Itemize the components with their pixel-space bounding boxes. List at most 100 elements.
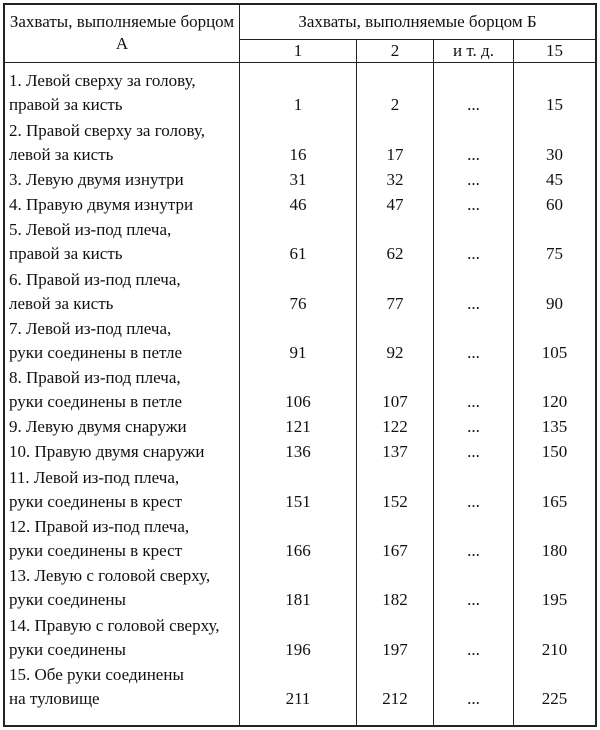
cell-value: 225 bbox=[513, 662, 597, 726]
row-label-line: 11. Левой из-под плеча, bbox=[9, 467, 180, 487]
table-body: 1. Левой сверху за голову, правой за кист… bbox=[3, 62, 597, 726]
row-label: 6. Правой из-под плеча, левой за кисть bbox=[3, 267, 240, 317]
cell-value: 47 bbox=[356, 192, 434, 218]
row-label-line: 14. Правую с головой сверху, bbox=[9, 615, 220, 635]
cell-value: 46 bbox=[239, 192, 357, 218]
row-label-line: на туловище bbox=[9, 689, 100, 708]
cell-value: 182 bbox=[356, 563, 434, 614]
cell-value: 210 bbox=[513, 613, 597, 663]
row-label: 14. Правую с головой сверху, руки соедине… bbox=[3, 613, 240, 663]
cell-value: 166 bbox=[239, 514, 357, 564]
table-row: 4. Правую двумя изнутри 46 47... 60 bbox=[3, 192, 597, 218]
row-label-line: 12. Правой из-под плеча, bbox=[9, 516, 190, 536]
row-label: 9. Левую двумя снаружи bbox=[3, 415, 240, 441]
table-row: 8. Правой из-под плеча, руки соединены в … bbox=[3, 365, 597, 416]
cell-value: 211 bbox=[239, 662, 357, 726]
cell-value: 16 bbox=[239, 118, 357, 168]
row-label-line: 5. Левой из-под плеча, bbox=[9, 220, 172, 240]
cell-value: 197 bbox=[356, 613, 434, 663]
row-label-line: 9. Левую двумя снаружи bbox=[9, 417, 187, 437]
subheader-1: 1 bbox=[239, 39, 357, 63]
cell-value: 17 bbox=[356, 118, 434, 168]
cell-value: 1 bbox=[239, 62, 357, 119]
row-label: 7. Левой из-под плеча, руки соединены в п… bbox=[3, 316, 240, 366]
cell-value: ... bbox=[433, 563, 514, 614]
cell-value: 76 bbox=[239, 267, 357, 317]
row-label: 15. Обе руки соединены на туловище bbox=[3, 662, 240, 726]
cell-value: 62 bbox=[356, 217, 434, 268]
subheader-2: 2 bbox=[356, 39, 434, 63]
cell-value: 15 bbox=[513, 62, 597, 119]
row-label-line: левой за кисть bbox=[9, 293, 114, 313]
cell-value: 212 bbox=[356, 662, 434, 726]
cell-value: 181 bbox=[239, 563, 357, 614]
row-label-line: 8. Правой из-под плеча, bbox=[9, 368, 181, 388]
subheader-row: 1 2 и т. д. 15 bbox=[4, 39, 597, 63]
cell-value: 120 bbox=[513, 365, 597, 416]
cell-value: 151 bbox=[239, 465, 357, 515]
cell-value: 61 bbox=[239, 217, 357, 268]
row-label: 12. Правой из-под плеча, руки соединены в… bbox=[3, 514, 240, 564]
table-row: 11. Левой из-под плеча, руки соединены в … bbox=[3, 465, 597, 515]
header-row: Захваты, выполняемые борцом А Захваты, в… bbox=[3, 3, 597, 63]
row-label-line: левой за кисть bbox=[9, 144, 114, 164]
row-label: 8. Правой из-под плеча, руки соединены в … bbox=[3, 365, 240, 416]
row-label-line: руки соединены bbox=[9, 639, 126, 659]
row-label-line: руки соединены в петле bbox=[9, 392, 183, 412]
table-row: 14. Правую с головой сверху, руки соедине… bbox=[3, 613, 597, 663]
cell-value: 121 bbox=[239, 415, 357, 441]
cell-value: 135 bbox=[513, 415, 597, 441]
cell-value: 122 bbox=[356, 415, 434, 441]
row-label-line: 3. Левую двумя изнутри bbox=[9, 169, 184, 189]
table-row: 3. Левую двумя изнутри 31 32... 45 bbox=[3, 167, 597, 193]
table-row: 7. Левой из-под плеча, руки соединены в п… bbox=[3, 316, 597, 366]
cell-value: ... bbox=[433, 62, 514, 119]
cell-value: 152 bbox=[356, 465, 434, 515]
row-label: 11. Левой из-под плеча, руки соединены в … bbox=[3, 465, 240, 515]
cell-value: 45 bbox=[513, 167, 597, 193]
cell-value: ... bbox=[433, 365, 514, 416]
subheader-15: 15 bbox=[513, 39, 597, 63]
cell-value: 30 bbox=[513, 118, 597, 168]
cell-value: 165 bbox=[513, 465, 597, 515]
table-row: 15. Обе руки соединены на туловище 211 212.… bbox=[3, 662, 597, 726]
cell-value: 196 bbox=[239, 613, 357, 663]
row-label-line: 10. Правую двумя снаружи bbox=[9, 442, 205, 462]
cell-value: 90 bbox=[513, 267, 597, 317]
cell-value: 150 bbox=[513, 440, 597, 466]
row-label-line: 1. Левой сверху за голову, bbox=[9, 71, 196, 91]
cell-value: 136 bbox=[239, 440, 357, 466]
table-row: 6. Правой из-под плеча, левой за кисть 76 7… bbox=[3, 267, 597, 317]
cell-value: ... bbox=[433, 514, 514, 564]
row-label-line: 15. Обе руки соединены bbox=[9, 665, 184, 684]
cell-value: 107 bbox=[356, 365, 434, 416]
cell-value: ... bbox=[433, 465, 514, 515]
row-label-line: 13. Левую с головой сверху, bbox=[9, 566, 211, 586]
cell-value: ... bbox=[433, 662, 514, 726]
cell-value: 75 bbox=[513, 217, 597, 268]
subheader-etc: и т. д. bbox=[433, 39, 514, 63]
header-wrestler-a: Захваты, выполняемые борцом А bbox=[3, 3, 240, 63]
row-label: 1. Левой сверху за голову, правой за кист… bbox=[3, 62, 240, 119]
cell-value: ... bbox=[433, 267, 514, 317]
cell-value: 77 bbox=[356, 267, 434, 317]
holds-table: Захваты, выполняемые борцом А Захваты, в… bbox=[3, 3, 597, 727]
row-label: 5. Левой из-под плеча, правой за кисть bbox=[3, 217, 240, 268]
cell-value: 32 bbox=[356, 167, 434, 193]
row-label-line: руки соединены в крест bbox=[9, 491, 183, 511]
row-label-line: правой за кисть bbox=[9, 95, 123, 115]
table-row: 9. Левую двумя снаружи 121 122... 135 bbox=[3, 415, 597, 441]
row-label-line: 2. Правой сверху за голову, bbox=[9, 120, 206, 140]
table-row: 2. Правой сверху за голову, левой за кист… bbox=[3, 118, 597, 168]
cell-value: ... bbox=[433, 167, 514, 193]
cell-value: 137 bbox=[356, 440, 434, 466]
table-row: 10. Правую двумя снаружи 136 137... 150 bbox=[3, 440, 597, 466]
cell-value: ... bbox=[433, 217, 514, 268]
cell-value: 91 bbox=[239, 316, 357, 366]
row-label-line: правой за кисть bbox=[9, 244, 123, 264]
cell-value: 180 bbox=[513, 514, 597, 564]
row-label-line: 6. Правой из-под плеча, bbox=[9, 269, 181, 289]
row-label: 2. Правой сверху за голову, левой за кист… bbox=[3, 118, 240, 168]
row-label: 3. Левую двумя изнутри bbox=[3, 167, 240, 193]
cell-value: 167 bbox=[356, 514, 434, 564]
